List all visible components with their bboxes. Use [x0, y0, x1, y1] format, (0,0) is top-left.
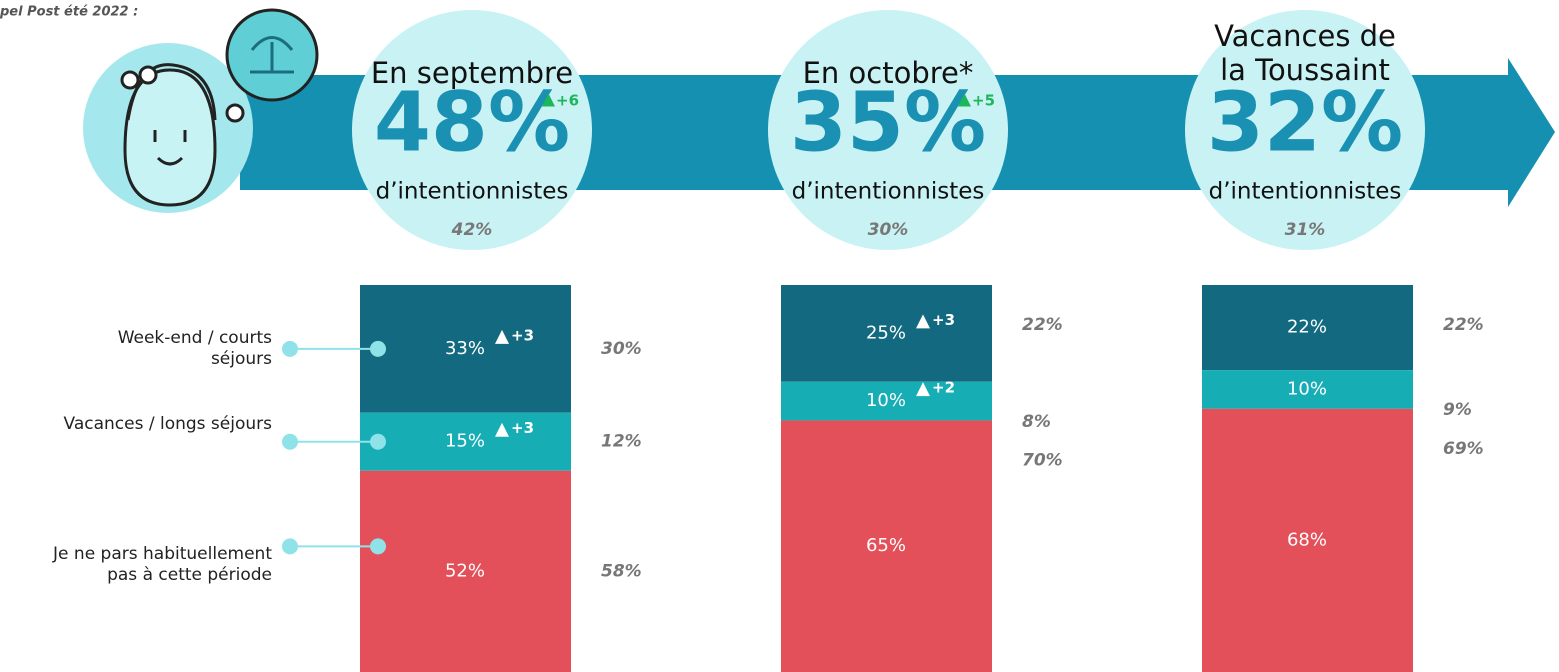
legend-dot [282, 434, 298, 450]
legend-dot [370, 434, 386, 450]
bar-value-label: 15% [445, 431, 485, 452]
intent-previous: 30% [868, 220, 909, 240]
intent-previous: 31% [1285, 220, 1326, 240]
previous-label: 9% [1443, 400, 1472, 420]
bar-delta: +2 [932, 379, 955, 397]
intent-delta: +5 [972, 92, 995, 110]
previous-label: 58% [601, 561, 642, 581]
legend-dot [282, 341, 298, 357]
bar-value-label: 22% [1287, 317, 1327, 338]
previous-label: 8% [1022, 412, 1051, 432]
intent-value: 35% [790, 75, 986, 170]
legend-dot [282, 538, 298, 554]
previous-label: 12% [601, 432, 642, 452]
intent-value: 48% [374, 75, 570, 170]
intent-label: d’intentionnistes [1209, 179, 1402, 205]
page: pel Post été 2022 : En septembre48%+6d’i… [0, 0, 1559, 672]
intent-label: d’intentionnistes [376, 179, 569, 205]
bar-value-label: 10% [866, 390, 906, 411]
previous-label: 22% [1022, 315, 1063, 335]
intent-value: 32% [1207, 75, 1403, 170]
previous-label: 70% [1022, 450, 1063, 470]
legend-label: Vacances / longs séjours [32, 414, 272, 435]
bar-value-label: 65% [866, 535, 906, 556]
bar-value-label: 33% [445, 338, 485, 359]
bar-delta: +3 [511, 326, 534, 344]
bar-delta: +3 [932, 311, 955, 329]
bar-delta: +3 [511, 419, 534, 437]
legend-dot [370, 538, 386, 554]
bar-value-label: 52% [445, 560, 485, 581]
note: pel Post été 2022 : [0, 5, 138, 20]
previous-label: 30% [601, 339, 642, 359]
bar-value-label: 68% [1287, 529, 1327, 550]
legend-label: Week-end / courts séjours [62, 328, 272, 370]
previous-label: 22% [1443, 315, 1484, 335]
bar-value-label: 10% [1287, 378, 1327, 399]
intent-delta: +6 [556, 92, 579, 110]
legend-label: Je ne pars habituellement pas à cette pé… [42, 544, 272, 586]
previous-label: 69% [1443, 439, 1484, 459]
bar-value-label: 25% [866, 322, 906, 343]
intent-previous: 42% [451, 220, 493, 240]
legend-dot [370, 341, 386, 357]
intent-label: d’intentionnistes [792, 179, 985, 205]
